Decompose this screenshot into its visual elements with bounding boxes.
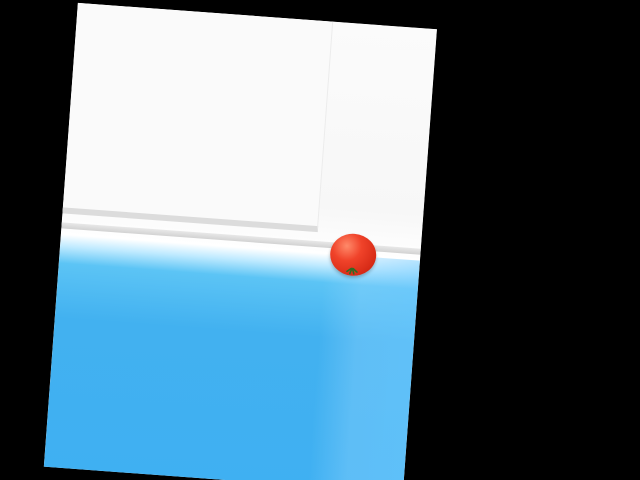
tomato-label [338,248,369,258]
inner-card [62,2,334,233]
tilted-app-surface [43,2,437,480]
tomato-icon[interactable] [328,232,378,278]
stem-icon [346,267,358,275]
water-sheen [307,253,420,480]
upper-white-area [60,2,437,261]
